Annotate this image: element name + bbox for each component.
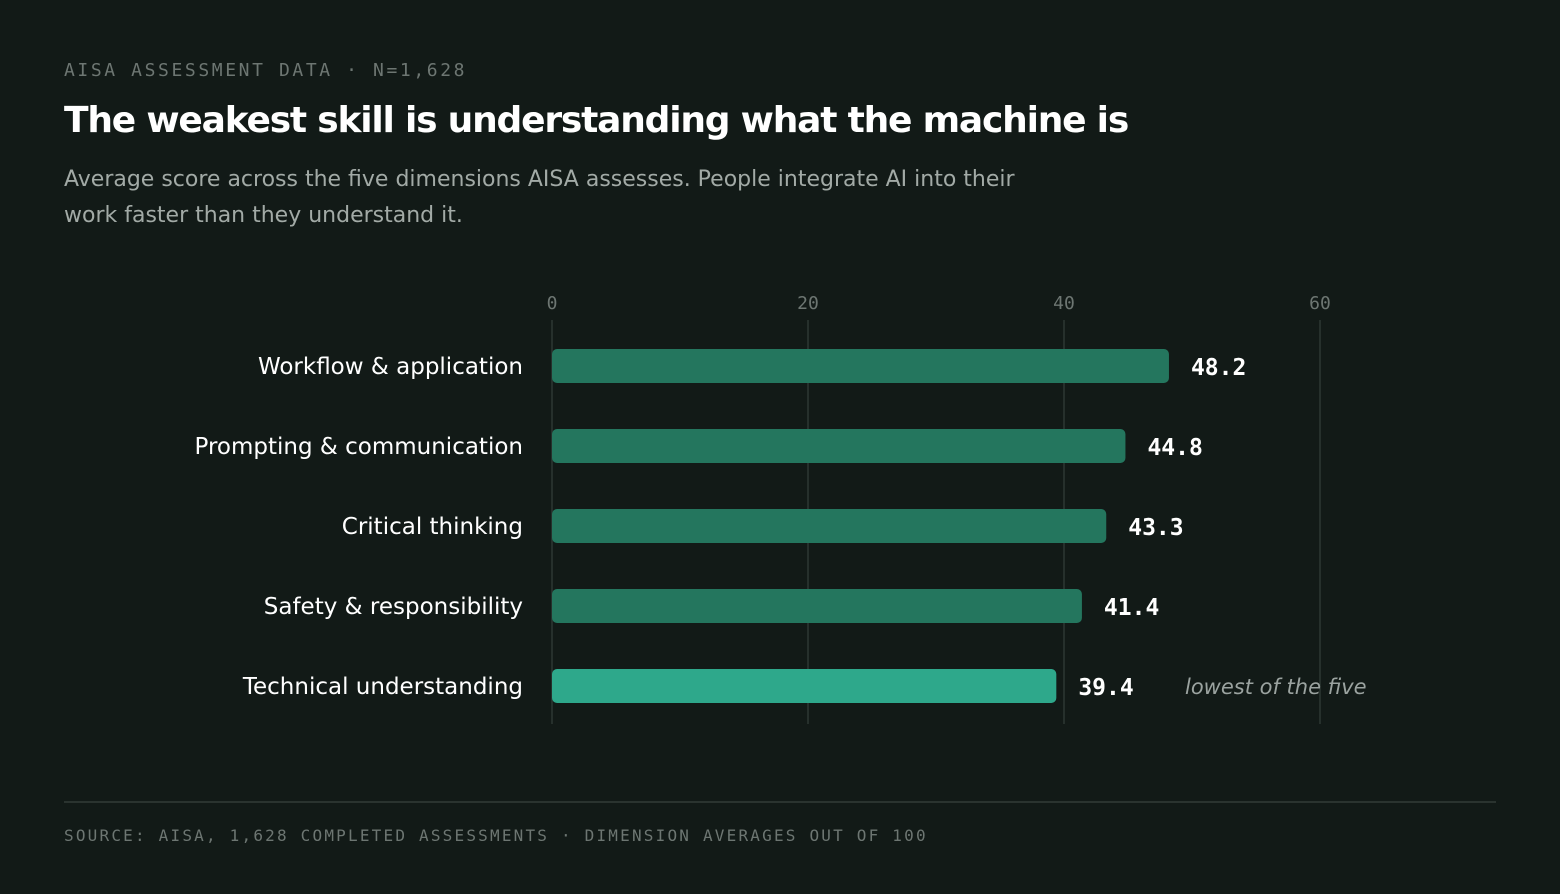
category-label-1: Prompting & communication: [194, 434, 523, 460]
x-tick-label-3: 60: [1309, 293, 1331, 314]
x-tick-label-2: 40: [1053, 293, 1075, 314]
category-label-3: Safety & responsibility: [264, 594, 523, 620]
chart-subtitle: Average score across the five dimensions…: [64, 167, 1015, 228]
bar-3: [552, 589, 1082, 623]
bar-1: [552, 429, 1126, 463]
kicker: AISA ASSESSMENT DATA · N=1,628: [64, 60, 468, 81]
value-label-1: 44.8: [1147, 435, 1202, 461]
bar-0: [552, 349, 1169, 383]
value-label-4: 39.4: [1078, 675, 1133, 701]
source-note: SOURCE: AISA, 1,628 COMPLETED ASSESSMENT…: [64, 826, 928, 845]
category-label-2: Critical thinking: [342, 514, 523, 540]
value-label-0: 48.2: [1191, 355, 1246, 381]
category-label-0: Workflow & application: [258, 354, 523, 380]
annotation-label: lowest of the five: [1185, 675, 1367, 699]
bar-4: [552, 669, 1057, 703]
x-tick-label-0: 0: [547, 293, 558, 314]
x-tick-label-1: 20: [797, 293, 819, 314]
value-label-2: 43.3: [1128, 515, 1183, 541]
chart-title: The weakest skill is understanding what …: [64, 100, 1129, 141]
footer-divider: [64, 801, 1496, 803]
value-label-3: 41.4: [1104, 595, 1159, 621]
bar-2: [552, 509, 1107, 543]
category-label-4: Technical understanding: [242, 674, 523, 700]
